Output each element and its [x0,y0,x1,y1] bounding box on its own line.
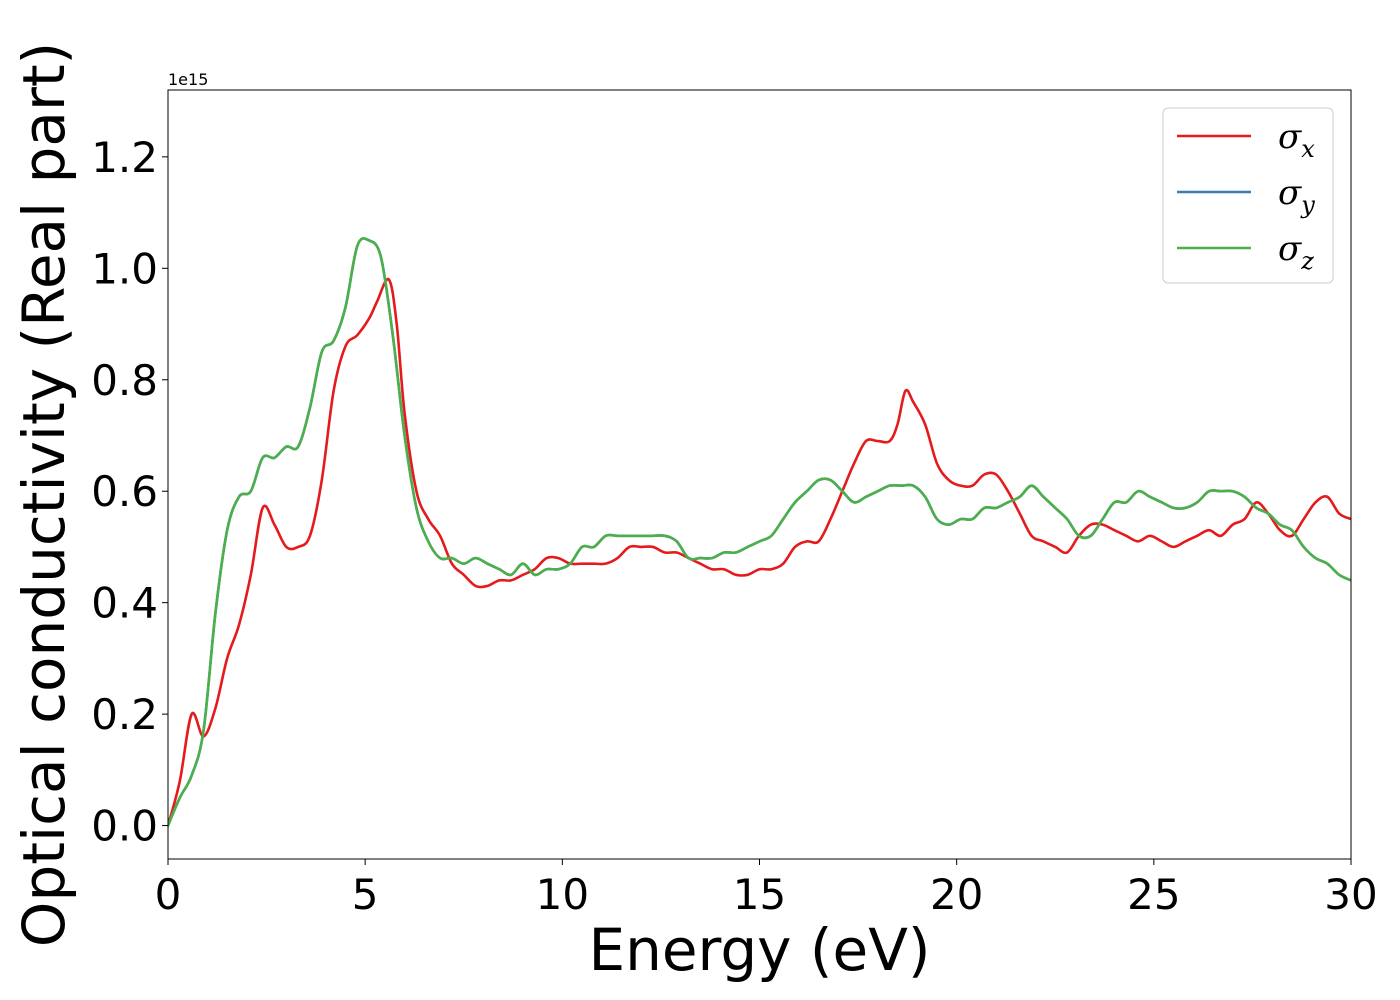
x-tick-label: 20 [930,870,983,919]
x-tick-label: 10 [536,870,589,919]
x-tick-label: 5 [352,870,379,919]
y-offset-label: 1e15 [168,70,208,89]
x-axis: 0 5 10 15 20 25 30 [155,859,1378,919]
y-tick-label: 1.2 [91,133,158,182]
y-tick-label: 1.0 [91,244,158,293]
y-axis: 0.0 0.2 0.4 0.6 0.8 1.0 1.2 [91,133,168,851]
x-tick-label: 0 [155,870,182,919]
series-line-sigma-z [168,237,1351,827]
legend-box [1162,107,1334,284]
legend-label-sigma-y: σy [1278,173,1315,219]
legend-label-sigma-z: σz [1278,229,1314,275]
x-tick-label: 15 [733,870,786,919]
y-axis-title: Optical conductivity (Real part) [10,42,78,947]
y-tick-label: 0.8 [91,356,158,405]
y-tick-label: 0.4 [91,579,158,628]
y-tick-label: 0.0 [91,802,158,851]
y-tick-label: 0.6 [91,467,158,516]
legend-label-sigma-x: σx [1278,117,1315,163]
series-layer [168,237,1351,827]
x-axis-title: Energy (eV) [588,916,930,984]
y-tick-label: 0.2 [91,690,158,739]
series-line-sigma-x [168,277,1351,827]
x-tick-label: 30 [1324,870,1377,919]
legend: σx σy σz [1162,107,1334,284]
x-tick-label: 25 [1127,870,1180,919]
